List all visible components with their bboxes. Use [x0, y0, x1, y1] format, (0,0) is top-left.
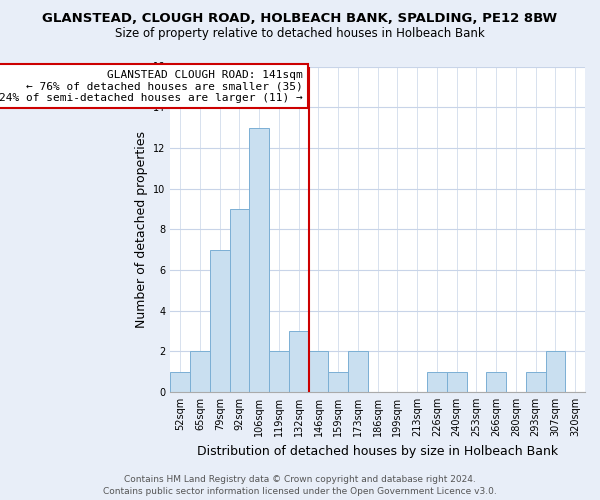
Bar — [308, 352, 328, 392]
Bar — [250, 128, 269, 392]
Bar — [328, 372, 348, 392]
Bar — [210, 250, 230, 392]
Bar — [170, 372, 190, 392]
X-axis label: Distribution of detached houses by size in Holbeach Bank: Distribution of detached houses by size … — [197, 444, 558, 458]
Bar — [545, 352, 565, 392]
Bar — [348, 352, 368, 392]
Bar — [190, 352, 210, 392]
Text: GLANSTEAD CLOUGH ROAD: 141sqm
← 76% of detached houses are smaller (35)
24% of s: GLANSTEAD CLOUGH ROAD: 141sqm ← 76% of d… — [0, 70, 302, 103]
Text: Contains HM Land Registry data © Crown copyright and database right 2024.
Contai: Contains HM Land Registry data © Crown c… — [103, 474, 497, 496]
Text: Size of property relative to detached houses in Holbeach Bank: Size of property relative to detached ho… — [115, 28, 485, 40]
Bar — [447, 372, 467, 392]
Bar — [526, 372, 545, 392]
Bar — [269, 352, 289, 392]
Text: GLANSTEAD, CLOUGH ROAD, HOLBEACH BANK, SPALDING, PE12 8BW: GLANSTEAD, CLOUGH ROAD, HOLBEACH BANK, S… — [43, 12, 557, 26]
Y-axis label: Number of detached properties: Number of detached properties — [134, 130, 148, 328]
Bar — [486, 372, 506, 392]
Bar — [289, 331, 308, 392]
Bar — [427, 372, 447, 392]
Bar — [230, 209, 250, 392]
